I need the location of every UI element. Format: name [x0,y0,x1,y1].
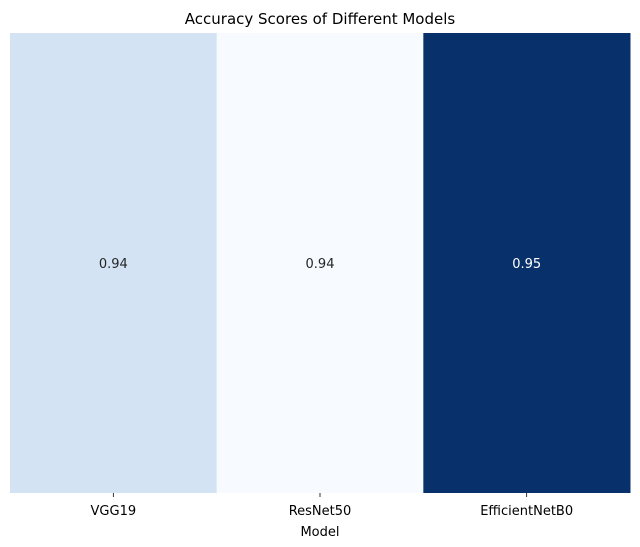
heatmap-cell-vgg19 [10,33,218,493]
heatmap-cells [10,33,631,493]
cell-value-label: 0.95 [512,257,541,272]
heatmap-cell-resnet50 [216,33,424,493]
chart-title: Accuracy Scores of Different Models [185,10,456,28]
x-tick-label: EfficientNetB0 [480,504,573,519]
cell-value-label: 0.94 [306,257,335,272]
heatmap-cell-efficientnetb0 [423,33,631,493]
x-tick-label: VGG19 [91,504,137,519]
x-tick-label: ResNet50 [289,504,352,519]
x-axis-label: Model [300,525,339,540]
cell-value-label: 0.94 [99,257,128,272]
cell-value-labels: 0.94 0.94 0.95 [99,257,541,272]
x-axis-ticks: VGG19 ResNet50 EfficientNetB0 [91,493,573,519]
